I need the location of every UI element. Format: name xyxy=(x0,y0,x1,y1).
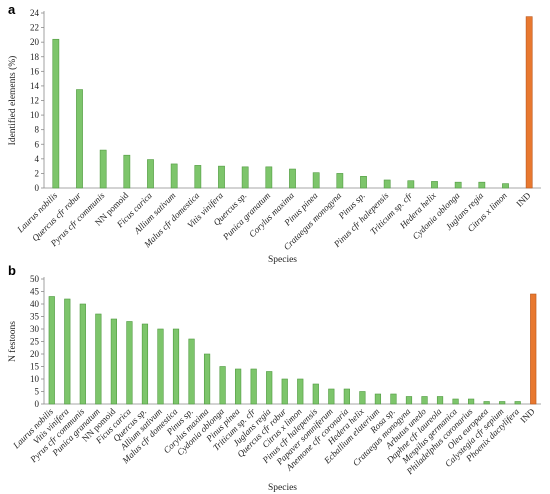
bar-pinus-pinea xyxy=(312,172,320,189)
bar-ficus-carica xyxy=(147,159,154,189)
y-tick-label: 20 xyxy=(30,349,40,359)
bar-malus-cfr-domestica xyxy=(194,165,202,189)
y-tick-label: 25 xyxy=(30,337,40,347)
bar-nn-pomoid xyxy=(123,154,131,189)
bar-laurus-nobilis xyxy=(52,38,60,189)
bar-juglans-regia xyxy=(478,181,486,189)
bar-pyrus-cfr-communis xyxy=(79,303,86,405)
bar-corylus-maxima xyxy=(203,353,211,405)
bar-pinus-sp- xyxy=(360,176,367,189)
y-tick-label: 40 xyxy=(30,299,40,309)
y-tick-label: 5 xyxy=(35,387,40,397)
bar-pinus-cfr-halepensis xyxy=(312,383,319,405)
bar-triticum-sp-cfr xyxy=(407,180,415,189)
y-tick-label: 16 xyxy=(30,66,40,76)
bar-rosa-sp- xyxy=(390,393,397,405)
panel-letter: b xyxy=(8,263,16,278)
bar-crataegus-monogyna xyxy=(405,396,413,405)
y-tick-label: 24 xyxy=(30,8,40,18)
y-tick-label: 20 xyxy=(30,37,40,47)
x-axis-title: Species xyxy=(268,483,297,493)
bar-triticum-sp-cfr xyxy=(250,368,257,405)
x-tick-label: IND xyxy=(514,190,533,209)
bar-crataegus-monogyna xyxy=(336,173,344,189)
bar-pinus-cfr-halepensis xyxy=(383,179,391,189)
panel-letter: a xyxy=(8,2,16,17)
y-tick-label: 14 xyxy=(30,81,40,91)
y-tick-label: 0 xyxy=(35,183,40,193)
bar-ficus-carica xyxy=(126,321,133,405)
y-tick-label: 45 xyxy=(30,287,40,297)
bar-papaver-somniferum xyxy=(328,388,335,405)
y-tick-label: 22 xyxy=(30,23,39,33)
bar-juglans-regia xyxy=(266,371,273,405)
bar-cydonia-oblonga xyxy=(219,366,226,405)
y-tick-label: 2 xyxy=(35,168,40,178)
bar-olea-europaea xyxy=(483,401,490,405)
bar-laurus-nobilis xyxy=(48,296,55,405)
x-axis-title: Species xyxy=(268,255,297,265)
bar-hedera-helix xyxy=(431,181,438,189)
bar-punica-granatum xyxy=(95,313,102,405)
bar-quercus-cfr-robur xyxy=(281,378,288,405)
bar-corylus-maxima xyxy=(289,168,296,189)
y-tick-label: 30 xyxy=(30,324,40,334)
bar-pinus-sp- xyxy=(188,338,195,405)
bar-ind xyxy=(530,293,537,405)
bar-nn-pomoid xyxy=(110,318,117,405)
bar-citrus-x-limon xyxy=(297,378,304,405)
bar-quercus-cfr-robur xyxy=(76,89,83,189)
bar-ecballium-elaterium xyxy=(374,393,382,405)
bar-quercus-sp- xyxy=(241,166,249,189)
bar-allium-sativum xyxy=(170,163,178,189)
y-tick-label: 4 xyxy=(35,154,40,164)
bar-mespilus-germanica xyxy=(452,398,459,405)
bar-malus-cfr-domestica xyxy=(172,328,180,405)
bar-pyrus-cfr-communis xyxy=(99,149,107,189)
bar-philadelphus-coronarius xyxy=(468,398,475,405)
y-axis-title: Identified elements (%) xyxy=(7,56,18,146)
y-tick-label: 50 xyxy=(30,274,40,284)
bar-pinus-pinea xyxy=(235,368,242,405)
x-tick-label: IND xyxy=(518,406,537,425)
y-tick-label: 15 xyxy=(30,362,40,372)
y-tick-label: 0 xyxy=(35,399,40,409)
y-tick-label: 12 xyxy=(30,96,39,106)
bar-vitis-vinifera xyxy=(64,298,71,405)
y-tick-label: 10 xyxy=(30,110,40,120)
y-tick-label: 10 xyxy=(30,374,40,384)
bar-daphne-cfr-laureola xyxy=(436,396,444,405)
bar-quercus-sp- xyxy=(141,323,149,405)
y-tick-label: 6 xyxy=(35,139,40,149)
bar-anemone-cfr-coronaria xyxy=(343,388,350,405)
bar-calystegia-cfr-sepium xyxy=(499,401,506,405)
y-tick-label: 18 xyxy=(30,52,40,62)
bar-hedera-helix xyxy=(359,391,366,405)
bar-allium-sativum xyxy=(157,328,164,405)
y-axis-title: N festoons xyxy=(7,321,18,362)
y-tick-label: 8 xyxy=(35,125,40,135)
y-tick-label: 35 xyxy=(30,312,40,322)
bar-citrus-x-limon xyxy=(502,183,509,189)
bar-punica-granatum xyxy=(265,166,273,189)
bar-ind xyxy=(525,16,533,189)
bar-vitis-vinifera xyxy=(218,165,225,189)
bar-arbutus-unedo xyxy=(421,396,428,405)
bar-cydonia-oblonga xyxy=(454,181,462,189)
bar-phoenix-dactylifera xyxy=(514,401,521,405)
